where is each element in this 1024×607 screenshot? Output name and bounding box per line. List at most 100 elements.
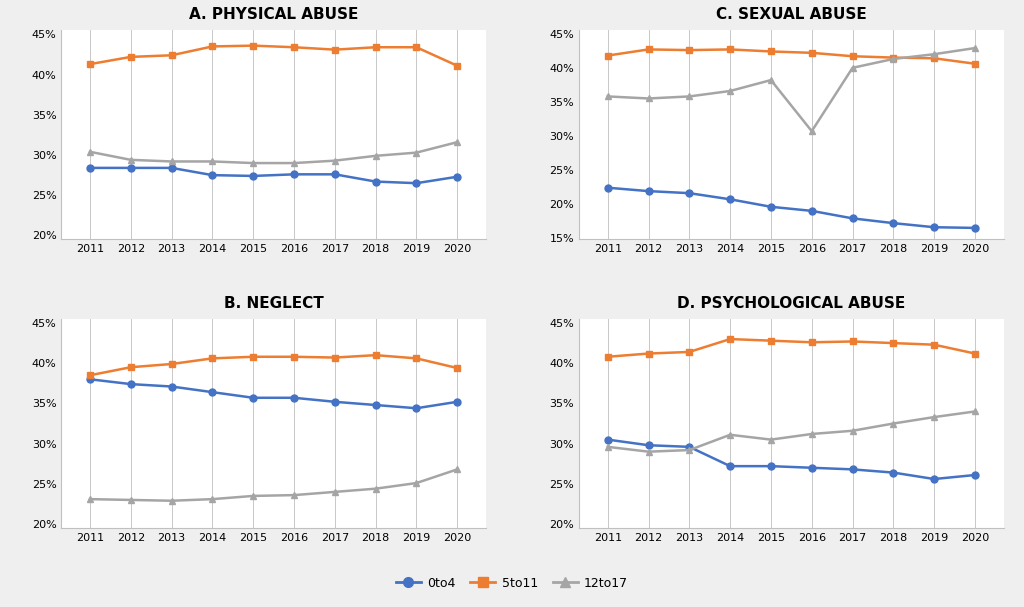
5to11: [887, 54, 899, 61]
5to11: [329, 46, 341, 53]
12to17: [452, 466, 464, 473]
0to4: [84, 164, 96, 172]
Line: 12to17: 12to17: [604, 44, 978, 135]
0to4: [329, 398, 341, 405]
Line: 0to4: 0to4: [604, 436, 978, 483]
12to17: [84, 495, 96, 503]
0to4: [84, 376, 96, 383]
12to17: [288, 160, 300, 167]
12to17: [887, 55, 899, 63]
5to11: [806, 49, 818, 56]
5to11: [166, 52, 178, 59]
Line: 0to4: 0to4: [87, 376, 461, 412]
0to4: [928, 475, 940, 483]
0to4: [166, 383, 178, 390]
5to11: [206, 43, 218, 50]
5to11: [125, 364, 137, 371]
12to17: [642, 95, 654, 102]
12to17: [806, 430, 818, 438]
5to11: [765, 48, 777, 55]
0to4: [887, 220, 899, 227]
0to4: [206, 388, 218, 396]
12to17: [329, 157, 341, 164]
12to17: [206, 495, 218, 503]
5to11: [928, 341, 940, 348]
0to4: [247, 394, 259, 401]
Line: 12to17: 12to17: [87, 138, 461, 166]
0to4: [288, 171, 300, 178]
Title: B. NEGLECT: B. NEGLECT: [224, 296, 324, 311]
5to11: [370, 351, 382, 359]
0to4: [683, 443, 695, 450]
5to11: [887, 339, 899, 347]
12to17: [166, 158, 178, 165]
5to11: [683, 47, 695, 54]
12to17: [683, 446, 695, 453]
0to4: [601, 184, 613, 191]
12to17: [247, 160, 259, 167]
12to17: [370, 485, 382, 492]
5to11: [642, 46, 654, 53]
0to4: [887, 469, 899, 476]
5to11: [206, 354, 218, 362]
12to17: [642, 448, 654, 455]
Line: 12to17: 12to17: [604, 408, 978, 455]
12to17: [724, 87, 736, 95]
5to11: [847, 338, 859, 345]
12to17: [452, 138, 464, 146]
12to17: [969, 44, 981, 52]
Line: 5to11: 5to11: [87, 42, 461, 69]
12to17: [806, 127, 818, 135]
0to4: [928, 223, 940, 231]
5to11: [247, 353, 259, 361]
12to17: [847, 64, 859, 72]
12to17: [84, 148, 96, 155]
12to17: [329, 488, 341, 495]
5to11: [969, 60, 981, 67]
Line: 5to11: 5to11: [87, 351, 461, 379]
12to17: [247, 492, 259, 500]
0to4: [642, 188, 654, 195]
0to4: [370, 401, 382, 409]
0to4: [806, 207, 818, 214]
5to11: [724, 336, 736, 343]
5to11: [847, 53, 859, 60]
5to11: [288, 353, 300, 361]
12to17: [765, 76, 777, 84]
12to17: [887, 420, 899, 427]
5to11: [84, 371, 96, 379]
0to4: [247, 172, 259, 180]
Legend: 0to4, 5to11, 12to17: 0to4, 5to11, 12to17: [391, 572, 633, 595]
0to4: [452, 173, 464, 180]
12to17: [928, 413, 940, 421]
5to11: [765, 337, 777, 344]
0to4: [411, 180, 423, 187]
12to17: [125, 497, 137, 504]
5to11: [806, 339, 818, 346]
12to17: [206, 158, 218, 165]
0to4: [847, 466, 859, 473]
0to4: [166, 164, 178, 172]
5to11: [601, 52, 613, 59]
12to17: [765, 436, 777, 443]
5to11: [928, 55, 940, 62]
Line: 5to11: 5to11: [604, 336, 978, 360]
0to4: [847, 215, 859, 222]
0to4: [969, 224, 981, 231]
5to11: [411, 354, 423, 362]
5to11: [247, 42, 259, 49]
Title: C. SEXUAL ABUSE: C. SEXUAL ABUSE: [716, 7, 866, 22]
5to11: [452, 62, 464, 69]
12to17: [166, 497, 178, 504]
5to11: [288, 44, 300, 51]
12to17: [969, 408, 981, 415]
0to4: [125, 164, 137, 172]
12to17: [125, 156, 137, 163]
Line: 5to11: 5to11: [604, 46, 978, 67]
5to11: [642, 350, 654, 357]
Title: D. PSYCHOLOGICAL ABUSE: D. PSYCHOLOGICAL ABUSE: [677, 296, 905, 311]
12to17: [928, 50, 940, 58]
5to11: [969, 350, 981, 357]
0to4: [125, 381, 137, 388]
0to4: [765, 203, 777, 211]
